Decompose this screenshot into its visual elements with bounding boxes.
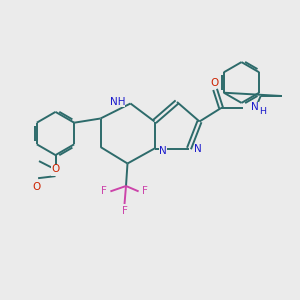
Text: O: O xyxy=(51,166,60,176)
Text: NH: NH xyxy=(110,97,125,107)
Text: N: N xyxy=(159,146,167,156)
Text: F: F xyxy=(101,186,107,197)
Text: N: N xyxy=(251,101,259,112)
Text: O: O xyxy=(32,182,41,192)
Text: F: F xyxy=(122,206,128,216)
Text: H: H xyxy=(259,107,266,116)
Text: N: N xyxy=(194,143,202,154)
Text: F: F xyxy=(142,186,148,197)
Text: O: O xyxy=(51,164,60,175)
Text: O: O xyxy=(210,78,218,88)
